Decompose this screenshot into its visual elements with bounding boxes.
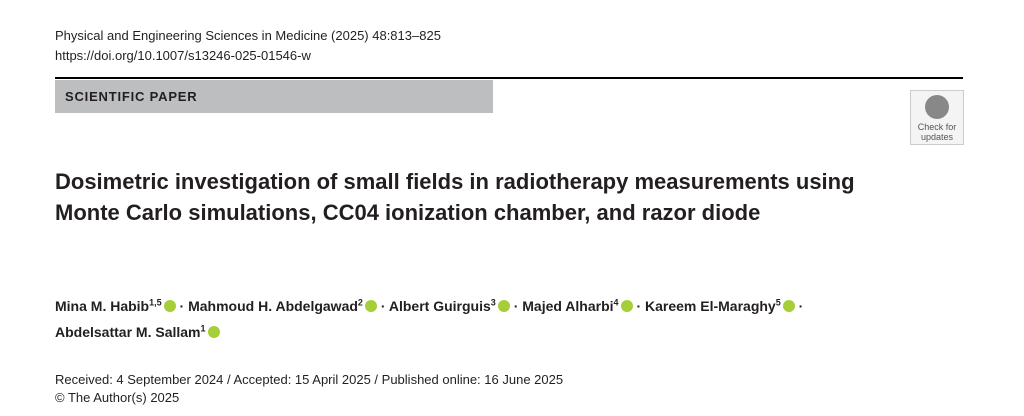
separator: · <box>513 297 519 314</box>
rule <box>55 77 963 79</box>
orcid-icon[interactable] <box>497 299 510 312</box>
author: Albert Guirguis3 · <box>388 297 519 314</box>
orcid-icon[interactable] <box>364 299 377 312</box>
copyright: © The Author(s) 2025 <box>55 390 180 405</box>
badge-text: Check for <box>917 122 957 132</box>
author-name: Kareem El-Maraghy <box>645 297 776 314</box>
separator: · <box>380 297 386 314</box>
author: Mahmoud H. Abdelgawad2 · <box>188 297 386 314</box>
separator: · <box>636 297 642 314</box>
doi-link[interactable]: https://doi.org/10.1007/s13246-025-01546… <box>55 48 311 63</box>
orcid-icon[interactable] <box>163 299 176 312</box>
author-name: Mahmoud H. Abdelgawad <box>188 297 358 314</box>
author: Majed Alharbi4 · <box>522 297 642 314</box>
badge-text: updates <box>920 132 954 142</box>
author-name: Abdelsattar M. Sallam <box>55 324 201 341</box>
separator: · <box>798 297 804 314</box>
affiliation: 2 <box>357 297 363 307</box>
separator: · <box>179 297 185 314</box>
check-updates[interactable]: Check for updates <box>910 90 964 145</box>
author-name: Albert Guirguis <box>388 297 491 314</box>
affiliation: 4 <box>613 297 619 307</box>
author: Abdelsattar M. Sallam1 <box>55 324 220 340</box>
affiliation: 1,5 <box>149 297 162 307</box>
orcid-icon[interactable] <box>620 299 633 312</box>
author-name: Mina M. Habib <box>55 297 150 314</box>
journal: Physical and Engineering Sciences in Med… <box>55 28 441 43</box>
affiliation: 5 <box>775 297 781 307</box>
badge-icon <box>925 95 949 119</box>
dates: Received: 4 September 2024 / Accepted: 1… <box>55 372 564 387</box>
orcid-icon[interactable] <box>207 326 220 339</box>
section-label: SCIENTIFIC PAPER <box>65 89 198 104</box>
affiliation: 3 <box>490 297 496 307</box>
title: Dosimetric investigation of small fields… <box>55 169 855 225</box>
author: Kareem El-Maraghy5 · <box>645 297 804 314</box>
author: Mina M. Habib1,5 · <box>55 297 185 314</box>
author-name: Majed Alharbi <box>522 297 614 314</box>
orcid-icon[interactable] <box>782 299 795 312</box>
affiliation: 1 <box>200 323 206 334</box>
authors: Mina M. Habib1,5 · Mahmoud H. Abdelgawad… <box>55 291 967 344</box>
section-bar: SCIENTIFIC PAPER <box>55 80 493 113</box>
